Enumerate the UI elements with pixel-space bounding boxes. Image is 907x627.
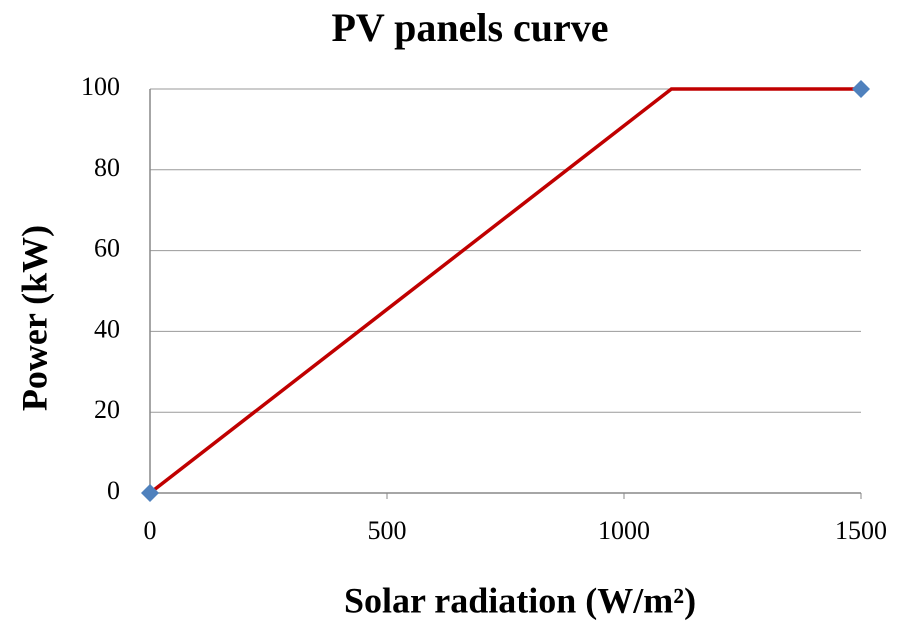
x-tick-label: 0 bbox=[144, 516, 157, 545]
chart-title: PV panels curve bbox=[331, 5, 608, 50]
y-tick-label: 60 bbox=[94, 234, 120, 263]
y-axis-label: Power (kW) bbox=[14, 225, 54, 411]
marker bbox=[852, 80, 870, 98]
y-tick-label: 0 bbox=[107, 476, 120, 505]
y-tick-label: 20 bbox=[94, 395, 120, 424]
line bbox=[148, 87, 861, 495]
x-tick-label: 1000 bbox=[598, 516, 650, 545]
x-tick-label: 1500 bbox=[835, 516, 887, 545]
y-tick-label: 100 bbox=[81, 72, 120, 101]
y-tick-label: 80 bbox=[94, 153, 120, 182]
y-tick-label: 40 bbox=[94, 314, 120, 343]
x-axis-label: Solar radiation (W/m²) bbox=[344, 580, 696, 620]
marker bbox=[141, 484, 159, 502]
x-tick-label: 500 bbox=[368, 516, 407, 545]
